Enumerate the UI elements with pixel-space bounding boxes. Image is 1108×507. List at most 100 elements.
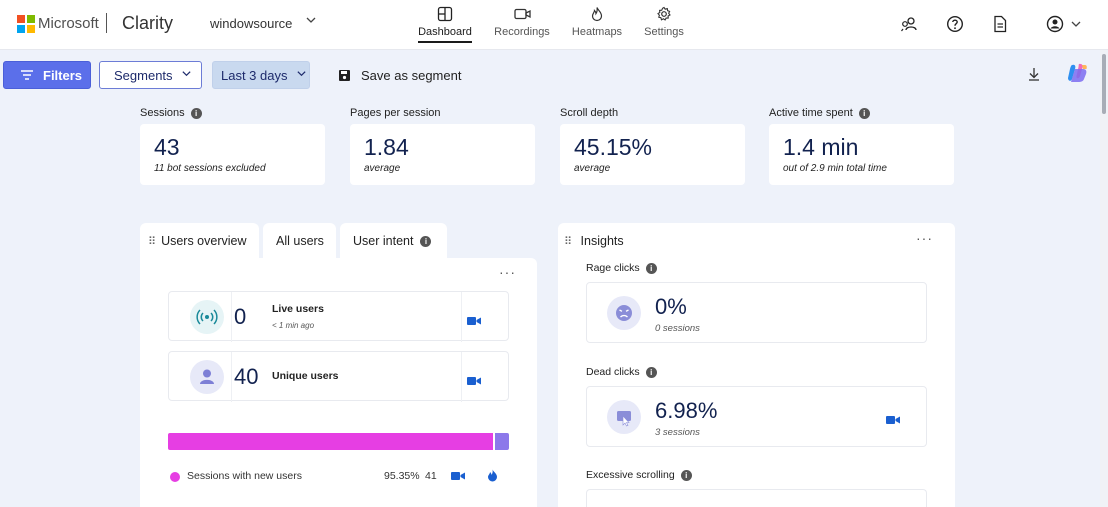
flame-icon — [591, 7, 603, 22]
copilot-icon[interactable] — [1066, 62, 1088, 89]
recording-icon[interactable] — [467, 373, 481, 385]
account-avatar-icon[interactable] — [1046, 15, 1066, 35]
tab-heatmaps[interactable]: Heatmaps — [571, 4, 623, 38]
info-icon[interactable]: i — [420, 235, 432, 247]
card-divider — [461, 292, 462, 342]
date-range-dropdown[interactable]: Last 3 days — [212, 61, 310, 89]
tab-recordings[interactable]: Recordings — [494, 4, 550, 38]
info-icon[interactable]: i — [190, 107, 202, 119]
metric-sub: average — [574, 163, 611, 174]
dashboard-icon — [437, 6, 453, 22]
chevron-down-icon — [181, 68, 192, 82]
metric-card-pages-per-session: 1.84 average — [350, 124, 535, 185]
broadcast-icon — [190, 300, 224, 334]
card-divider — [231, 292, 232, 342]
new-users-segment[interactable] — [168, 433, 493, 450]
segments-dropdown[interactable]: Segments — [99, 61, 202, 89]
insight-sub: 0 sessions — [655, 323, 700, 334]
active-tab-indicator — [418, 41, 472, 43]
user-breakdown-bar — [168, 433, 509, 450]
tab-all-users[interactable]: All users — [263, 223, 336, 259]
metric-value: 1.84 — [364, 134, 409, 160]
legend-percent: 95.35% — [384, 470, 420, 482]
insight-label-rage-clicks: Rage clicks i — [586, 262, 657, 274]
insight-value: 0% — [655, 294, 687, 319]
heatmap-icon[interactable] — [487, 469, 498, 485]
project-selector-label[interactable]: windowsource — [210, 16, 293, 31]
product-name[interactable]: Clarity — [122, 13, 174, 33]
info-icon[interactable]: i — [858, 107, 870, 119]
insights-panel — [558, 223, 955, 507]
insight-value: 6.98% — [655, 398, 718, 423]
returning-users-segment[interactable] — [493, 433, 509, 450]
filters-button-label: Filters — [43, 67, 83, 83]
chevron-down-icon[interactable] — [1070, 15, 1090, 35]
recording-icon[interactable] — [886, 412, 900, 424]
insight-label-dead-clicks: Dead clicks i — [586, 366, 657, 378]
insight-label-text: Dead clicks — [586, 366, 640, 378]
tab-settings-label: Settings — [644, 26, 684, 38]
document-icon[interactable] — [992, 15, 1012, 35]
gear-icon — [657, 6, 671, 21]
top-bar: Microsoft Clarity windowsource Dashboard… — [0, 0, 1108, 50]
recording-icon[interactable] — [467, 313, 481, 325]
chevron-down-icon — [296, 68, 307, 82]
metric-label-scroll-depth: Scroll depth — [560, 107, 618, 119]
legend-row-new-users: Sessions with new users 95.35% 41 — [170, 469, 510, 485]
more-options-icon[interactable]: ··· — [916, 230, 933, 246]
drag-handle-icon[interactable]: ⠿ — [148, 235, 156, 248]
insight-card-rage-clicks[interactable]: 0% 0 sessions — [586, 282, 927, 343]
filter-icon — [21, 70, 33, 80]
segments-dropdown-label: Segments — [114, 67, 173, 83]
drag-handle-icon[interactable]: ⠿ — [564, 236, 572, 248]
metric-sub: average — [364, 163, 401, 174]
legend-dot — [170, 472, 180, 482]
download-icon[interactable] — [1027, 66, 1041, 87]
chevron-down-icon[interactable] — [305, 14, 317, 29]
unique-users-card: 40 Unique users — [168, 351, 509, 402]
scrollbar-thumb[interactable] — [1102, 54, 1106, 114]
metric-label-text: Active time spent — [769, 107, 853, 119]
tab-label: All users — [276, 234, 324, 248]
info-icon[interactable]: i — [645, 366, 657, 378]
tab-user-intent[interactable]: User intent i — [340, 223, 447, 259]
user-icon — [190, 360, 224, 394]
save-as-segment-button[interactable]: Save as segment — [336, 61, 466, 89]
info-icon[interactable]: i — [645, 262, 657, 274]
metric-label-pages-per-session: Pages per session — [350, 107, 441, 119]
insights-title-text: Insights — [580, 234, 624, 248]
save-as-segment-label: Save as segment — [361, 67, 462, 83]
filters-button[interactable]: Filters — [3, 61, 91, 89]
brand-name: Microsoft — [38, 15, 99, 32]
tab-dashboard[interactable]: Dashboard — [418, 4, 472, 38]
metric-card-sessions: 43 11 bot sessions excluded — [140, 124, 325, 185]
legend-label: Sessions with new users — [187, 470, 302, 482]
more-options-icon[interactable]: ··· — [499, 264, 516, 280]
tab-label: User intent — [353, 234, 414, 248]
help-icon[interactable] — [946, 15, 966, 35]
tab-dashboard-label: Dashboard — [418, 26, 472, 38]
metric-value: 45.15% — [574, 134, 653, 160]
live-users-value: 0 — [234, 304, 247, 329]
live-users-sub: < 1 min ago — [272, 321, 315, 330]
metric-label-active-time: Active time spent i — [769, 107, 870, 119]
info-icon[interactable]: i — [680, 469, 692, 481]
page-scrollbar[interactable] — [1100, 50, 1108, 507]
save-icon — [339, 69, 350, 81]
tab-settings[interactable]: Settings — [643, 4, 685, 38]
insight-sub: 3 sessions — [655, 427, 700, 438]
insight-card-excessive-scrolling[interactable] — [586, 489, 927, 507]
metric-card-active-time: 1.4 min out of 2.9 min total time — [769, 124, 954, 185]
recording-icon[interactable] — [451, 471, 465, 484]
unique-users-value: 40 — [234, 364, 259, 389]
metric-sub: 11 bot sessions excluded — [154, 163, 266, 174]
insight-card-dead-clicks[interactable]: 6.98% 3 sessions — [586, 386, 927, 447]
tab-heatmaps-label: Heatmaps — [571, 26, 623, 38]
share-users-icon[interactable] — [900, 15, 920, 35]
insights-title: ⠿ Insights — [564, 234, 624, 248]
tab-users-overview[interactable]: ⠿ Users overview — [140, 223, 259, 259]
metric-value: 43 — [154, 134, 180, 160]
metric-sub: out of 2.9 min total time — [783, 163, 887, 174]
metric-label-text: Scroll depth — [560, 107, 619, 119]
dead-click-icon — [607, 400, 641, 434]
